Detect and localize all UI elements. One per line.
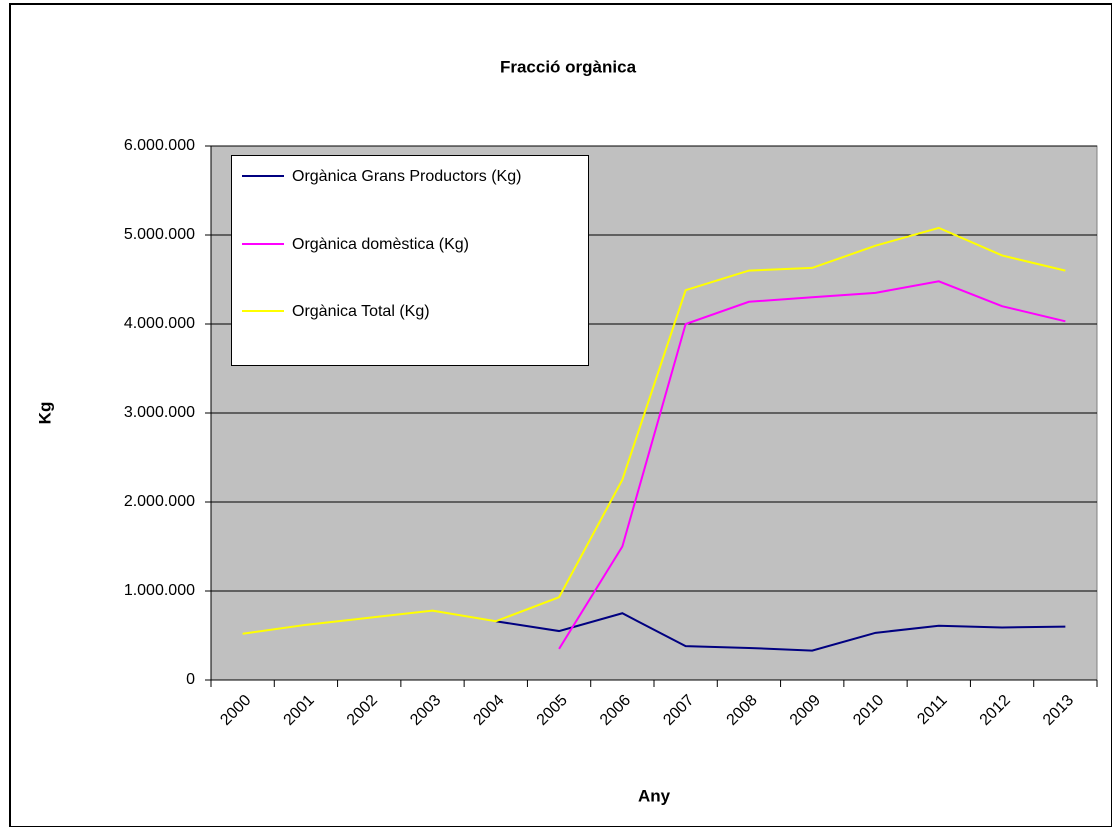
y-tick-label: 1.000.000 (124, 582, 195, 599)
y-tick-label: 4.000.000 (124, 315, 195, 332)
y-axis-title: Kg (35, 402, 54, 425)
y-tick-label: 3.000.000 (124, 404, 195, 421)
legend-item: Orgànica Total (Kg) (242, 301, 582, 323)
legend: Orgànica Grans Productors (Kg) Orgànica d… (231, 155, 589, 366)
legend-label: Orgànica Total (Kg) (292, 303, 430, 320)
chart-title: Fracció orgànica (500, 57, 637, 76)
legend-swatch (242, 175, 284, 177)
y-tick-label: 5.000.000 (124, 226, 195, 243)
legend-item: Orgànica domèstica (Kg) (242, 234, 582, 256)
legend-label: Orgànica Grans Productors (Kg) (292, 168, 522, 185)
series-line (242, 226, 1066, 635)
y-tick-label: 0 (186, 671, 195, 688)
y-tick-label: 6.000.000 (124, 137, 195, 154)
series-line (495, 612, 1066, 652)
y-tick-label: 2.000.000 (124, 493, 195, 510)
legend-item: Orgànica Grans Productors (Kg) (242, 166, 582, 188)
series-line (558, 280, 1066, 650)
legend-swatch (242, 310, 284, 312)
legend-label: Orgànica domèstica (Kg) (292, 236, 469, 253)
legend-swatch (242, 243, 284, 245)
x-axis-title: Any (638, 786, 671, 805)
